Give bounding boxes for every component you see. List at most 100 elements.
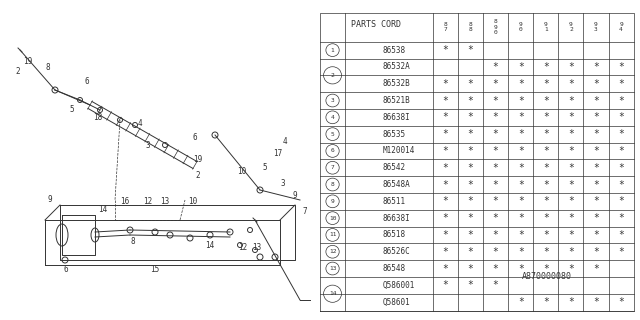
Text: *: *: [593, 264, 599, 274]
Text: 14: 14: [99, 205, 108, 214]
Text: 1: 1: [331, 48, 335, 52]
Text: 13: 13: [252, 244, 262, 252]
Text: *: *: [493, 129, 499, 139]
Text: 4: 4: [138, 118, 142, 127]
Text: *: *: [593, 146, 599, 156]
Text: *: *: [518, 146, 524, 156]
Text: *: *: [468, 146, 474, 156]
Text: 16: 16: [120, 197, 130, 206]
Text: *: *: [468, 79, 474, 89]
Text: 86526C: 86526C: [383, 247, 410, 256]
Text: *: *: [618, 62, 624, 72]
Text: *: *: [468, 129, 474, 139]
Text: *: *: [543, 163, 548, 173]
Text: *: *: [543, 230, 548, 240]
Text: 6: 6: [331, 148, 335, 153]
Text: 8: 8: [331, 182, 335, 187]
Text: *: *: [493, 213, 499, 223]
Text: *: *: [442, 264, 449, 274]
Text: 8
9
0: 8 9 0: [493, 19, 497, 35]
Text: *: *: [618, 247, 624, 257]
Text: 2: 2: [331, 73, 335, 78]
Text: *: *: [468, 230, 474, 240]
Text: *: *: [442, 146, 449, 156]
Text: 86511: 86511: [383, 197, 406, 206]
Text: *: *: [518, 230, 524, 240]
Text: *: *: [493, 196, 499, 206]
Text: 8: 8: [131, 237, 135, 246]
Text: 5: 5: [70, 106, 74, 115]
Text: *: *: [518, 196, 524, 206]
Text: *: *: [618, 213, 624, 223]
Text: 9
2: 9 2: [569, 22, 573, 32]
Text: 10: 10: [188, 197, 198, 206]
Text: *: *: [568, 297, 574, 307]
Text: 14: 14: [205, 241, 214, 250]
Text: 86518: 86518: [383, 230, 406, 239]
Text: *: *: [493, 146, 499, 156]
Text: *: *: [493, 280, 499, 290]
Text: 5: 5: [262, 164, 268, 172]
Text: *: *: [468, 96, 474, 106]
Text: 86532A: 86532A: [383, 62, 410, 71]
Text: *: *: [593, 247, 599, 257]
Text: *: *: [593, 180, 599, 189]
Text: *: *: [543, 112, 548, 122]
Text: 5: 5: [331, 132, 335, 137]
Text: *: *: [593, 62, 599, 72]
Text: 86638I: 86638I: [383, 113, 410, 122]
Text: 86548: 86548: [383, 264, 406, 273]
Text: M120014: M120014: [383, 147, 415, 156]
Text: *: *: [493, 163, 499, 173]
Text: Q586001: Q586001: [383, 281, 415, 290]
Text: *: *: [618, 180, 624, 189]
Text: *: *: [442, 280, 449, 290]
Text: *: *: [518, 79, 524, 89]
Text: 13: 13: [161, 197, 170, 206]
Text: 7: 7: [303, 207, 307, 217]
Text: *: *: [442, 129, 449, 139]
Text: 8
7: 8 7: [444, 22, 447, 32]
Text: *: *: [543, 146, 548, 156]
Text: 6: 6: [64, 266, 68, 275]
Text: *: *: [543, 180, 548, 189]
Text: *: *: [543, 297, 548, 307]
Text: 17: 17: [273, 148, 283, 157]
Text: 8
8: 8 8: [468, 22, 472, 32]
Text: *: *: [618, 146, 624, 156]
Text: *: *: [442, 45, 449, 55]
Text: 19: 19: [193, 156, 203, 164]
Text: *: *: [618, 230, 624, 240]
Text: *: *: [568, 112, 574, 122]
Text: *: *: [518, 163, 524, 173]
Text: 19: 19: [24, 58, 33, 67]
Text: *: *: [518, 297, 524, 307]
Text: *: *: [618, 163, 624, 173]
Text: 86542: 86542: [383, 163, 406, 172]
Text: 10: 10: [237, 167, 246, 177]
Text: *: *: [468, 196, 474, 206]
Text: *: *: [442, 196, 449, 206]
Text: 4: 4: [331, 115, 335, 120]
Text: 13: 13: [329, 266, 336, 271]
Text: *: *: [568, 247, 574, 257]
Text: *: *: [593, 163, 599, 173]
Text: 2: 2: [196, 171, 200, 180]
Text: *: *: [442, 112, 449, 122]
Text: *: *: [618, 112, 624, 122]
Text: *: *: [568, 62, 574, 72]
Text: *: *: [442, 163, 449, 173]
Text: *: *: [593, 112, 599, 122]
Text: *: *: [618, 96, 624, 106]
Text: *: *: [543, 196, 548, 206]
Text: 10: 10: [329, 216, 336, 220]
Text: 9: 9: [292, 190, 298, 199]
Text: *: *: [468, 163, 474, 173]
Text: *: *: [568, 180, 574, 189]
Text: *: *: [442, 213, 449, 223]
Text: *: *: [518, 213, 524, 223]
Text: 8: 8: [45, 63, 51, 73]
Text: 86548A: 86548A: [383, 180, 410, 189]
Text: *: *: [493, 62, 499, 72]
Text: *: *: [593, 129, 599, 139]
